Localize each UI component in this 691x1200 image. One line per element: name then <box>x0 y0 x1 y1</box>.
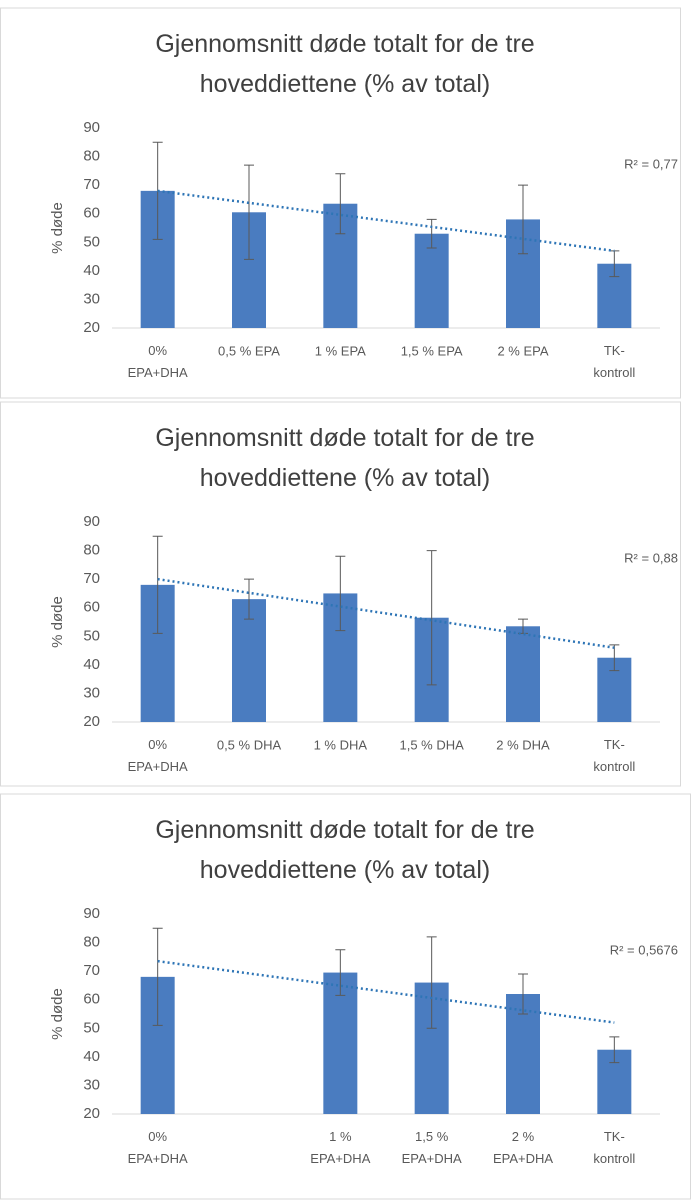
error-bar <box>518 184 528 255</box>
y-tick-label: 50 <box>83 233 100 250</box>
x-tick-label: 1,5 % EPA <box>401 343 463 358</box>
error-bar <box>609 644 620 672</box>
y-tick-label: 60 <box>83 205 100 222</box>
y-tick-label: 80 <box>83 542 100 559</box>
y-tick-label: 70 <box>83 176 100 193</box>
y-tick-label: 40 <box>83 262 100 279</box>
chart-title: Gjennomsnitt døde totalt for de tre hoved… <box>155 30 534 98</box>
y-tick-label: 70 <box>83 962 100 979</box>
y-tick-label: 20 <box>83 319 100 336</box>
panel-border <box>0 7 681 399</box>
y-tick-label: 90 <box>83 119 100 136</box>
y-axis-label: % døde <box>49 202 66 254</box>
y-tick-label: 80 <box>83 148 100 165</box>
error-bar <box>426 218 437 249</box>
y-tick-label: 90 <box>83 905 100 922</box>
trendline <box>157 577 615 649</box>
r-squared: R² = 0,5676 <box>610 942 678 957</box>
x-tick-label: 2 % DHA <box>496 737 550 752</box>
error-bar <box>335 173 346 235</box>
x-tick-label: 1 % EPA+DHA <box>310 1129 370 1166</box>
y-tick-label: 40 <box>83 1048 100 1065</box>
x-tick-label: 2 % EPA <box>497 343 548 358</box>
error-bar <box>152 927 163 1026</box>
r-squared: R² = 0,77 <box>624 156 678 171</box>
error-bar <box>518 973 528 1015</box>
y-axis-label: % døde <box>49 988 66 1040</box>
x-tick-label: TK-kontroll <box>593 737 635 774</box>
x-tick-label: 0,5 % EPA <box>218 343 280 358</box>
r-squared: R² = 0,88 <box>624 550 678 565</box>
y-tick-label: 70 <box>83 570 100 587</box>
error-bar <box>426 550 437 686</box>
y-tick-label: 50 <box>83 1019 100 1036</box>
y-tick-label: 30 <box>83 684 100 701</box>
error-bar <box>152 535 163 634</box>
trendline <box>157 959 615 1024</box>
y-tick-label: 30 <box>83 1076 100 1093</box>
x-tick-label: 0% EPA+DHA <box>128 1129 188 1166</box>
x-tick-label: 0,5 % DHA <box>217 737 282 752</box>
error-bar <box>335 949 346 996</box>
y-tick-label: 30 <box>83 290 100 307</box>
y-tick-label: 20 <box>83 1105 100 1122</box>
chart-title: Gjennomsnitt døde totalt for de tre hoved… <box>155 816 534 884</box>
x-tick-label: 2 % EPA+DHA <box>493 1129 553 1166</box>
error-bar <box>335 555 346 632</box>
panel-border <box>0 401 681 787</box>
bar <box>506 626 540 722</box>
error-bar <box>244 578 254 620</box>
trendline <box>157 189 615 253</box>
bar <box>323 972 358 1114</box>
y-tick-label: 60 <box>83 599 100 616</box>
x-tick-label: TK-kontroll <box>593 1129 635 1166</box>
y-tick-label: 60 <box>83 991 100 1008</box>
bar <box>414 233 449 328</box>
x-tick-label: 0% EPA+DHA <box>128 737 188 774</box>
y-axis-label: % døde <box>49 596 66 648</box>
x-tick-label: 1,5 % DHA <box>400 737 465 752</box>
error-bar <box>244 164 254 260</box>
chart-title: Gjennomsnitt døde totalt for de tre hoved… <box>155 424 534 492</box>
x-tick-label: 0% EPA+DHA <box>128 343 188 380</box>
error-bar <box>426 936 437 1029</box>
y-tick-label: 90 <box>83 513 100 530</box>
y-tick-label: 20 <box>83 713 100 730</box>
y-tick-label: 80 <box>83 934 100 951</box>
x-tick-label: 1 % EPA <box>315 343 366 358</box>
x-tick-label: 1 % DHA <box>314 737 368 752</box>
x-tick-label: TK-kontroll <box>593 343 635 380</box>
y-tick-label: 40 <box>83 656 100 673</box>
y-tick-label: 50 <box>83 627 100 644</box>
x-tick-label: 1,5 % EPA+DHA <box>402 1129 462 1166</box>
error-bar <box>609 1036 620 1064</box>
